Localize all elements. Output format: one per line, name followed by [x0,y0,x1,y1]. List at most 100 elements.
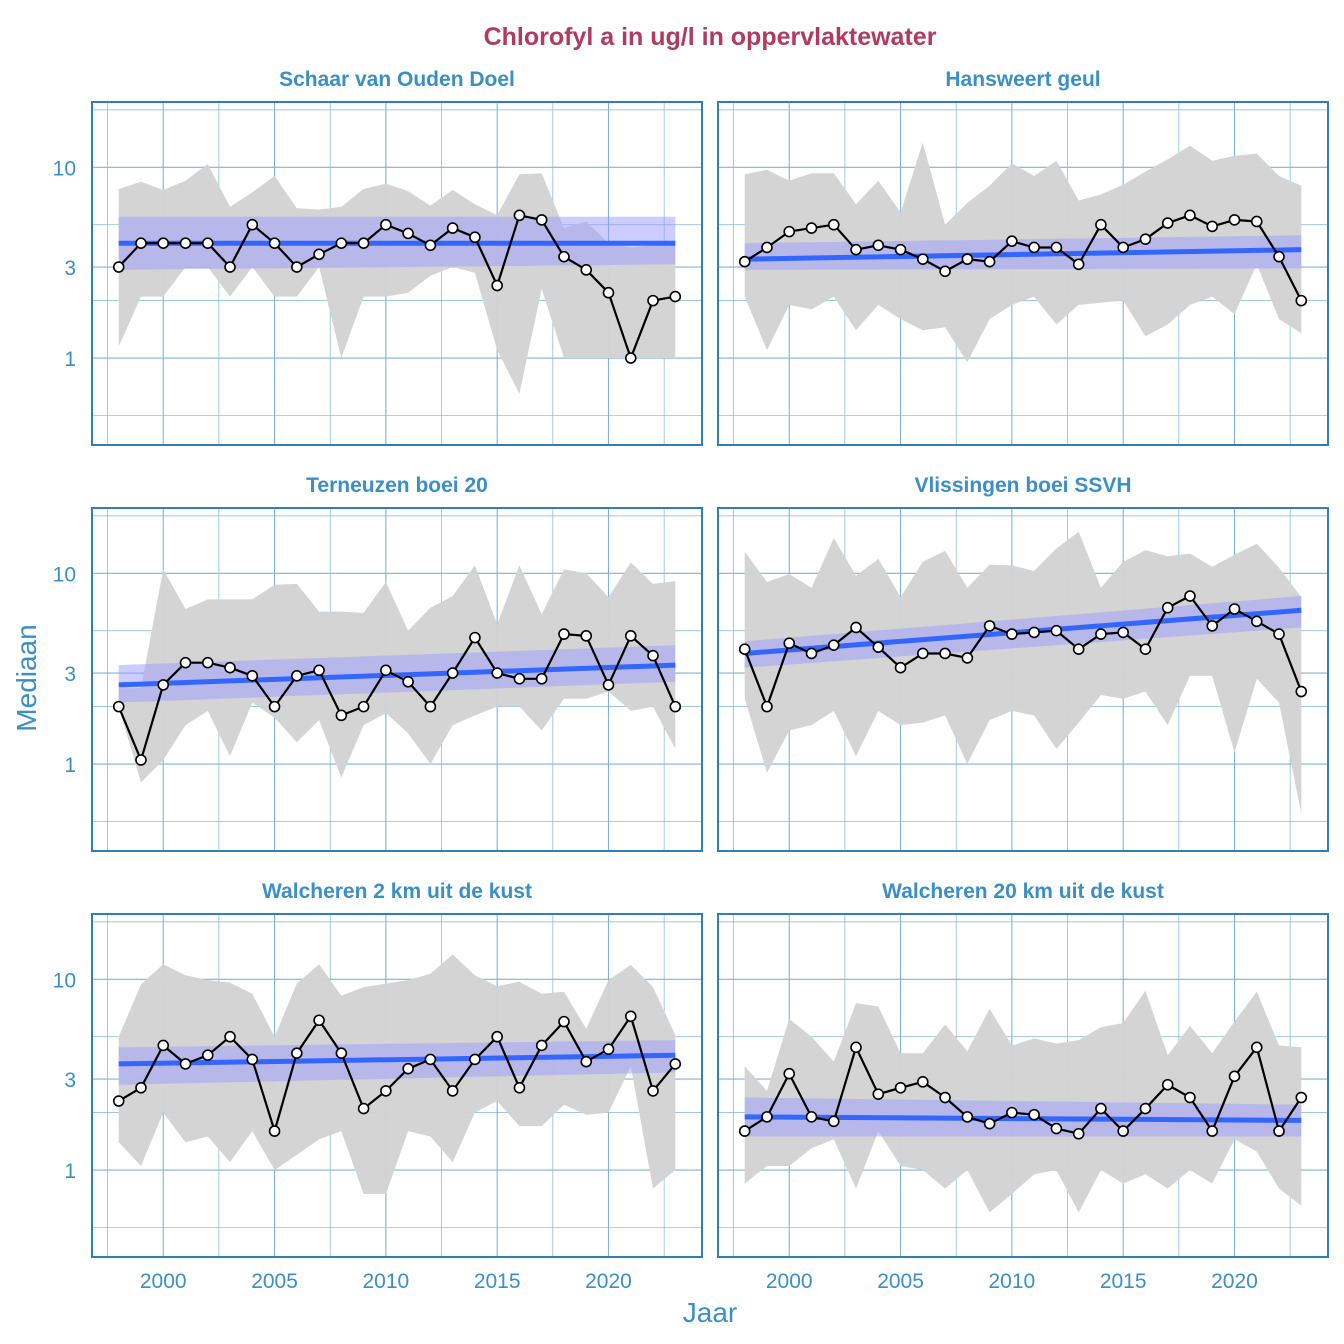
median-point [491,279,503,292]
x-tick-label: 2000 [766,1270,813,1293]
median-point [939,265,951,278]
y-axis-title: Mediaan [11,624,42,731]
median-point [850,243,862,256]
median-point [1295,1091,1308,1104]
median-point [1206,220,1219,233]
median-point [872,1088,885,1100]
median-point [1072,643,1085,656]
median-point [1295,685,1308,698]
median-point [1117,1125,1129,1137]
median-point [1006,235,1018,247]
median-point [335,1047,348,1059]
median-point [1250,1041,1263,1054]
median-point [157,679,170,691]
median-point [1028,626,1040,639]
median-point [446,1085,459,1097]
median-point [850,1041,862,1054]
median-point [157,1039,170,1052]
median-point [1095,1102,1107,1115]
median-line [744,1046,1303,1135]
x-tick-label: 2010 [989,1270,1036,1293]
median-point [1139,643,1152,656]
median-point [224,1030,236,1043]
median-point [1028,1108,1040,1121]
median-point [402,1062,414,1075]
panel-frame [717,913,1329,1258]
median-point [268,700,281,713]
y-tick-label: 1 [64,754,76,777]
median-point [1006,628,1018,640]
median-point [424,1053,437,1066]
median-point [1206,620,1219,632]
panel: Walcheren 2 km uit de kust 1 3 10 2000 2005 20… [53,880,703,1293]
median-point [246,218,259,231]
median-point [291,1047,303,1059]
median-point [805,647,818,660]
median-point [1117,626,1129,639]
median-point [1206,1125,1219,1137]
chart-title: Chlorofyl a in ug/l in oppervlaktewater [484,23,937,51]
median-point [647,294,659,307]
median-point [535,672,548,685]
median-point [291,670,303,682]
range-band [118,164,676,394]
median-point [805,1111,818,1123]
median-point [1161,1078,1174,1091]
y-tick-label: 3 [64,1069,76,1092]
median-point [1295,294,1308,307]
x-axis-title: Jaar [683,1297,737,1328]
median-point [1095,628,1107,640]
median-point [491,1030,503,1043]
median-point [135,1081,147,1094]
panel: Walcheren 20 km uit de kust 2000 2005 2010 2… [717,880,1329,1293]
median-point [827,218,840,231]
range-band [744,531,1302,814]
panel: Terneuzen boei 20 1 3 10 [53,474,703,852]
median-point [738,255,751,268]
median-point [805,222,818,234]
panel-frame [91,507,703,852]
median-point [1006,1106,1018,1119]
median-point [201,237,214,250]
median-point [917,253,929,265]
panel-frame [717,101,1329,446]
x-tick-label: 2020 [585,1270,632,1293]
median-point [335,237,348,250]
panel: Hansweert geul [717,68,1329,446]
y-tick-label: 10 [53,157,76,180]
median-point [602,286,615,299]
median-point [624,1010,637,1023]
median-point [246,670,259,682]
panel: Schaar van Ouden Doel 1 3 10 [53,68,703,446]
median-point [1228,214,1241,226]
median-point [291,261,303,273]
trend-line [744,247,1302,262]
median-point [738,643,751,656]
median-point [268,1125,281,1137]
median-point [872,239,885,252]
median-point [179,237,192,250]
median-point [1072,258,1085,271]
median-point [313,248,325,261]
median-point [380,1085,392,1097]
y-tick-label: 1 [64,1160,76,1183]
median-point [558,628,570,640]
median-point [335,709,348,722]
median-point [446,667,459,679]
median-point [961,1111,974,1123]
x-tick-label: 2015 [474,1270,521,1293]
median-point [669,700,682,713]
median-point [558,1015,570,1028]
median-point [1050,1122,1063,1135]
median-point [268,237,281,250]
median-point [491,667,503,679]
median-point [357,237,370,250]
median-point [872,641,885,653]
median-point [580,264,593,276]
median-point [380,218,392,231]
median-point [1184,209,1196,222]
x-tick-label: 2005 [251,1270,298,1293]
median-point [894,243,907,256]
median-point [313,1014,325,1027]
median-point [602,1043,615,1056]
